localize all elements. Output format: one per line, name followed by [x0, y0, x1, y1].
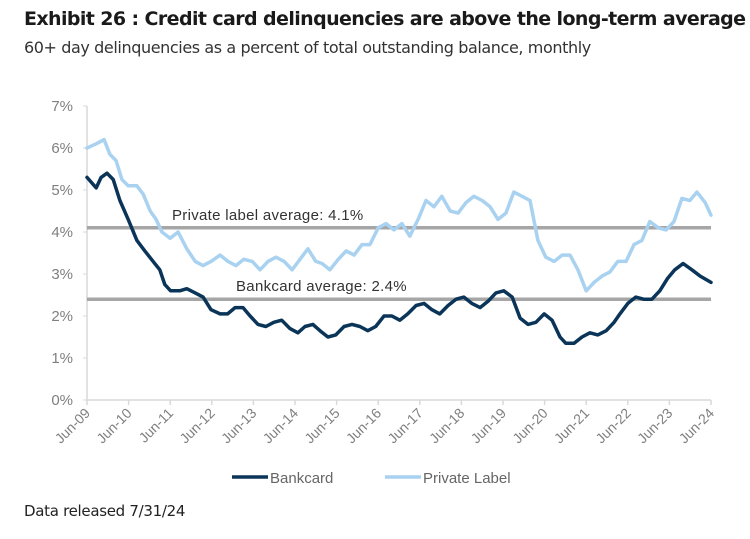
y-tick-label: 1% — [51, 350, 73, 367]
line-chart: 0%1%2%3%4%5%6%7% Jun-09 Jun-10 Jun-11 Jun-1… — [51, 98, 718, 487]
legend-label-bankcard: Bankcard — [270, 470, 333, 487]
x-tick-label: Jun-22 — [592, 405, 634, 447]
reference-label-private-label-average: Private label average: 4.1% — [172, 207, 364, 224]
x-tick-label: Jun-18 — [426, 405, 468, 447]
y-tick-label: 6% — [51, 140, 73, 157]
x-tick-label: Jun-24 — [676, 405, 718, 447]
y-tick-label: 2% — [51, 308, 73, 325]
x-tick-label: Jun-17 — [384, 405, 426, 447]
x-tick-label: Jun-11 — [135, 405, 176, 446]
x-tick-label: Jun-20 — [509, 405, 551, 447]
y-tick-label: 7% — [51, 98, 73, 115]
series-lines — [85, 137, 713, 346]
y-axis: 0% 1% 2% 3% 4% 5% 6% 7% — [51, 98, 88, 409]
data-release-note: Data released 7/31/24 — [24, 502, 186, 520]
legend: Bankcard Private Label — [232, 470, 511, 487]
y-tick-label: 0% — [51, 392, 73, 409]
x-tick-label: Jun-16 — [343, 405, 385, 447]
x-tick-label: Jun-14 — [260, 405, 302, 447]
x-tick-label: Jun-19 — [468, 405, 510, 447]
x-tick-label: Jun-12 — [176, 405, 218, 447]
y-tick-label: 4% — [51, 224, 73, 241]
x-tick-label: Jun-23 — [634, 405, 676, 447]
legend-label-private-label: Private Label — [423, 470, 511, 487]
x-tick-label: Jun-21 — [551, 405, 593, 447]
x-axis: Jun-09 Jun-10 Jun-11 Jun-12 Jun-13 Jun-14 Jun-… — [52, 399, 718, 447]
series-line-bankcard — [85, 171, 713, 346]
x-tick-label: Jun-15 — [301, 405, 343, 447]
y-tick-label: 5% — [51, 182, 73, 199]
reference-lines: Private label average: 4.1% Bankcard aver… — [87, 207, 711, 301]
x-tick-label: Jun-10 — [93, 405, 135, 447]
reference-label-bankcard-average: Bankcard average: 2.4% — [236, 278, 407, 295]
chart-title: Exhibit 26 : Credit card delinquencies a… — [24, 8, 746, 30]
x-tick-label: Jun-09 — [52, 405, 94, 447]
chart-subtitle: 60+ day delinquencies as a percent of to… — [24, 38, 591, 57]
x-tick-label: Jun-13 — [218, 405, 260, 447]
series-line-private-label — [85, 137, 713, 293]
y-tick-label: 3% — [51, 266, 73, 283]
